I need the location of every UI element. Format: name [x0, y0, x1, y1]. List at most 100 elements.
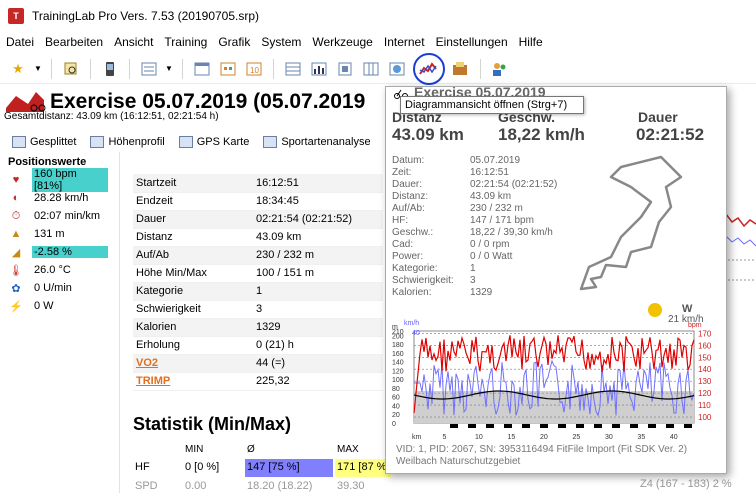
- stats-avg: 18.20 (18.22): [247, 480, 313, 492]
- dropdown-arrow-icon[interactable]: ▼: [165, 64, 173, 73]
- import-icon[interactable]: [451, 59, 471, 79]
- stats-row-spd: SPD 0.00 18.20 (18.22) 39.30: [133, 480, 393, 493]
- heart-icon: ♥: [12, 174, 20, 186]
- popup-chart: 1001101201301401501601700204060801001201…: [392, 320, 712, 441]
- popup-footer-location: Weilbach Naturschutzgebiet: [396, 456, 521, 467]
- popup-detail-row: Schwierigkeit: 3: [392, 275, 572, 287]
- x-tick-label: 10: [475, 434, 483, 441]
- popup-footer-device: VID: 1, PID: 2067, SN: 3953116494 FitFil…: [396, 444, 688, 455]
- view-tabs: Gesplittet Höhenprofil GPS Karte Sportar…: [0, 132, 390, 152]
- list-icon[interactable]: [139, 59, 159, 79]
- popup-details: Datum: 05.07.2019 Zeit: 16:12:51 Dauer: 02:21…: [392, 155, 572, 299]
- info-label[interactable]: TRIMP: [133, 372, 253, 391]
- popup-detail-key: Kategorie:: [392, 263, 438, 274]
- tab-label: Sportartenanalyse: [281, 136, 371, 148]
- info-value: 225,32: [253, 372, 383, 391]
- popup-detail-row: HF: 147 / 171 bpm: [392, 215, 572, 227]
- info-value: 3: [253, 300, 383, 319]
- y-left-tick-label: 20: [392, 412, 400, 419]
- popup-detail-key: Dauer:: [392, 179, 423, 190]
- position-row: ✿ 0 U/min: [0, 279, 119, 297]
- lap-marker: [612, 424, 620, 428]
- popup-detail-key: Zeit:: [392, 167, 412, 178]
- statistics-title: Statistik (Min/Max): [133, 414, 292, 434]
- y-right-tick-label: 140: [698, 365, 712, 374]
- popup-detail-key: HF:: [392, 215, 409, 226]
- y-left-tick-label: 160: [392, 351, 404, 358]
- popup-detail-value: 1: [470, 263, 476, 274]
- tab-gps-karte[interactable]: GPS Karte: [178, 136, 250, 148]
- popup-detail-value: 02:21:54 (02:21:52): [470, 179, 558, 190]
- info-value: 1329: [253, 318, 383, 337]
- tab-hoehenprofil[interactable]: Höhenprofil: [90, 136, 165, 148]
- lap-marker: [522, 424, 530, 428]
- popup-duration-value: 02:21:52: [636, 125, 705, 144]
- position-value: 26.0 °C: [34, 264, 71, 276]
- menu-werkzeuge[interactable]: Werkzeuge: [312, 35, 373, 49]
- sun-icon: [648, 303, 662, 317]
- position-row: ◢ -2.58 %: [0, 243, 119, 261]
- popup-detail-value: 0 / 0 Watt: [470, 251, 513, 262]
- power-icon: ⚡: [9, 300, 23, 313]
- x-tick-label: 5: [442, 434, 446, 441]
- speedometer-icon: ◐: [12, 192, 20, 204]
- calendar-icon[interactable]: [218, 59, 238, 79]
- dropdown-arrow-icon[interactable]: ▼: [34, 64, 42, 73]
- calendar-icon[interactable]: [192, 59, 212, 79]
- menu-grafik[interactable]: Grafik: [218, 35, 251, 49]
- stats-label: SPD: [135, 480, 158, 492]
- table-icon[interactable]: [283, 59, 303, 79]
- report-icon[interactable]: [335, 59, 355, 79]
- toolbar-separator: [182, 58, 183, 79]
- search-icon[interactable]: [61, 59, 81, 79]
- altitude-icon: ▲: [10, 228, 22, 240]
- x-tick-label: km: [412, 434, 422, 441]
- route-map: [579, 155, 683, 291]
- toolbar-separator: [90, 58, 91, 79]
- popup-detail-row: Kalorien: 1329: [392, 287, 572, 299]
- menu-bearbeiten[interactable]: Bearbeiten: [45, 35, 104, 49]
- users-icon[interactable]: [490, 59, 510, 79]
- calendar-icon[interactable]: 10: [244, 59, 264, 79]
- menu-datei[interactable]: Datei: [6, 35, 35, 49]
- app-icon: T: [8, 8, 24, 24]
- tab-sportartenanalyse[interactable]: Sportartenanalyse: [263, 136, 371, 148]
- device-icon[interactable]: [100, 59, 120, 79]
- world-icon[interactable]: [387, 59, 407, 79]
- info-label: Schwierigkeit: [133, 300, 253, 319]
- info-value: 02:21:54 (02:21:52): [253, 210, 383, 229]
- diagram-icon[interactable]: [413, 52, 445, 85]
- y-left-speed-label: km/h: [404, 320, 419, 327]
- menu-system[interactable]: System: [261, 35, 302, 49]
- y-left-tick-label: 60: [392, 395, 400, 402]
- star-icon[interactable]: ★: [12, 60, 24, 76]
- info-label[interactable]: VO2: [133, 354, 253, 373]
- grid-icon[interactable]: [361, 59, 381, 79]
- popup-detail-row: Auf/Ab: 230 / 232 m: [392, 203, 572, 215]
- cyclist-icon: [6, 92, 46, 112]
- split-icon: [12, 136, 26, 148]
- cadence-icon: ✿: [11, 282, 21, 295]
- y-left-tick-label: 180: [392, 342, 404, 349]
- position-row: ⏱ 02:07 min/km: [0, 207, 119, 225]
- statistics-header: MIN Ø MAX: [133, 444, 393, 458]
- tab-label: GPS Karte: [196, 136, 250, 148]
- info-label: Dauer: [133, 210, 253, 229]
- exercise-title: Exercise 05.07.2019 (05.07.2019: [50, 90, 366, 113]
- analysis-icon: [263, 136, 278, 148]
- x-tick-label: 15: [507, 434, 515, 441]
- bar-chart-icon[interactable]: [309, 59, 329, 79]
- menu-ansicht[interactable]: Ansicht: [114, 35, 154, 49]
- menu-training[interactable]: Training: [164, 35, 208, 49]
- info-row: VO2 44 (=): [133, 354, 383, 373]
- menu-einstellungen[interactable]: Einstellungen: [435, 35, 508, 49]
- exercise-info-table: Startzeit 16:12:51 Endzeit 18:34:45 Dauer 02:…: [133, 174, 383, 391]
- exercise-popup: Exercise 05.07.2019 Distanz Geschw. Daue…: [385, 84, 727, 474]
- tab-gesplittet[interactable]: Gesplittet: [12, 136, 76, 148]
- menu-internet[interactable]: Internet: [383, 35, 425, 49]
- altitude-series-line: [413, 390, 695, 400]
- y-right-tick-label: 110: [698, 401, 711, 410]
- toolbar-separator: [273, 58, 274, 79]
- menu-hilfe[interactable]: Hilfe: [518, 35, 543, 49]
- lap-marker: [630, 424, 638, 428]
